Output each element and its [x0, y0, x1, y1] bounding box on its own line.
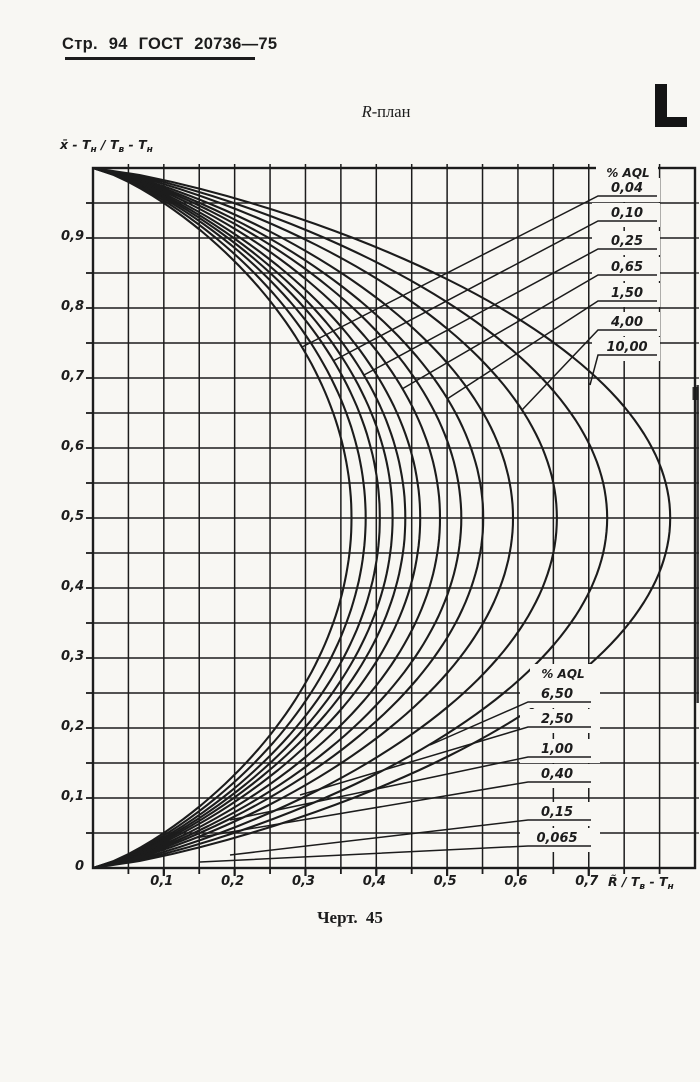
legend-patch	[592, 178, 660, 202]
chart-title: R-план	[362, 102, 411, 122]
curve-aql-1.5	[92, 166, 485, 870]
y-axis-title-sub: н	[146, 145, 153, 155]
legend-patch	[520, 802, 600, 826]
curve-aql-0.65	[92, 166, 442, 870]
x-tick-label: 0,5	[433, 874, 457, 889]
legend-patch	[592, 203, 660, 227]
legend-patch	[520, 684, 600, 708]
y-tick-label: 0,1	[60, 789, 84, 804]
legend-label-1,00: 1,00	[540, 742, 574, 757]
x-axis-title-sub: н	[667, 882, 674, 892]
leader-line-0,65	[401, 274, 657, 390]
curve-aql-1	[92, 166, 463, 870]
chart-title-rest: -план	[371, 102, 411, 121]
curve-aql-0.25	[92, 166, 407, 870]
header-rule	[65, 57, 255, 60]
curve-aql-6.5	[92, 166, 609, 870]
y-axis-title-part: / T	[96, 137, 119, 152]
leader-line-10,00	[589, 354, 657, 386]
figure-caption: Черт. 45	[317, 908, 383, 927]
legend-label-0,10: 0,10	[610, 206, 644, 221]
leader-line-1,00	[229, 756, 591, 821]
legend-label-0,25: 0,25	[610, 234, 644, 249]
y-tick-label: 0,7	[60, 369, 84, 384]
legend-patch	[592, 231, 660, 255]
legend-label-0,65: 0,65	[610, 260, 644, 275]
x-tick-label: 0,2	[221, 874, 245, 889]
curve-aql-0.15	[92, 166, 394, 870]
scan-artifact	[696, 385, 699, 703]
y-axis-title-part: - T	[124, 137, 147, 152]
leader-line-0,15	[229, 819, 591, 856]
x-axis-title: R̃ / Tв - Tн	[608, 874, 674, 892]
corner-mark	[655, 117, 687, 127]
legend-label-2,50: 2,50	[540, 712, 574, 727]
x-tick-label: 0,6	[504, 874, 528, 889]
legend-patch	[520, 764, 600, 788]
leader-line-6,50	[429, 701, 591, 746]
curve-aql-4	[92, 166, 558, 870]
scan-artifact	[692, 387, 699, 400]
corner-mark	[655, 84, 667, 127]
legend-label-10,00: 10,00	[606, 340, 648, 355]
legend-patch	[592, 283, 660, 307]
leader-line-2,50	[299, 726, 591, 796]
x-axis-title-part: - T	[645, 874, 668, 889]
x-tick-label: 0,3	[291, 874, 315, 889]
legend-patch	[520, 828, 600, 852]
legend-label-4,00: 4,00	[610, 315, 644, 330]
plot-frame	[91, 166, 697, 870]
y-axis-title-part: x̄ - T	[60, 137, 91, 152]
curve-aql-0.1	[92, 166, 381, 870]
leader-line-0,25	[363, 248, 657, 376]
y-axis-title: x̄ - Tн / Tв - Tн	[60, 137, 153, 155]
legend-header-top: % AQL	[606, 166, 650, 180]
curve-aql-0.065	[92, 166, 367, 870]
legend-header-bottom: % AQL	[541, 667, 585, 681]
y-tick-label: 0,4	[60, 579, 84, 594]
legend-label-0,065: 0,065	[536, 831, 578, 846]
legend-patch	[530, 664, 596, 685]
leader-line-0,04	[301, 195, 657, 348]
legend-label-0,15: 0,15	[540, 805, 574, 820]
curve-aql-0.4	[92, 166, 422, 870]
curve-aql-2.5	[92, 166, 515, 870]
y-axis-title-sub: в	[118, 145, 125, 155]
curve-aql-10	[92, 166, 672, 870]
legend-patch	[520, 709, 600, 733]
y-axis-title-sub: н	[90, 145, 97, 155]
x-tick-label: 0,4	[362, 874, 386, 889]
x-tick-label: 0,1	[150, 874, 174, 889]
y-tick-label: 0,6	[60, 439, 84, 454]
chart-title-prefix: R	[361, 102, 372, 121]
leader-line-1,50	[446, 300, 657, 400]
leader-line-4,00	[521, 329, 657, 411]
y-tick-label: 0,2	[60, 719, 84, 734]
leader-line-0,40	[194, 781, 591, 839]
y-tick-label: 0,9	[60, 229, 84, 244]
y-tick-label: 0,3	[60, 649, 84, 664]
y-tick-label: 0,8	[60, 299, 84, 314]
leader-line-0,065	[199, 845, 591, 863]
legend-patch	[520, 739, 600, 763]
legend-patch	[592, 337, 660, 361]
legend-patch	[592, 312, 660, 336]
legend-label-0,04: 0,04	[610, 181, 644, 196]
legend-label-6,50: 6,50	[540, 687, 574, 702]
x-axis-title-sub: в	[639, 882, 646, 892]
leader-line-0,10	[332, 220, 657, 362]
curve-aql-0.04	[92, 167, 353, 869]
legend-patch	[592, 257, 660, 281]
legend-label-0,40: 0,40	[540, 767, 574, 782]
y-tick-label: 0	[74, 859, 84, 874]
legend-label-1,50: 1,50	[610, 286, 644, 301]
y-tick-label: 0,5	[60, 509, 84, 524]
page-header: Стр. 94 ГОСТ 20736—75	[62, 35, 278, 53]
x-axis-title-part: R̃ / T	[608, 874, 640, 889]
x-tick-label: 0,7	[575, 874, 599, 889]
